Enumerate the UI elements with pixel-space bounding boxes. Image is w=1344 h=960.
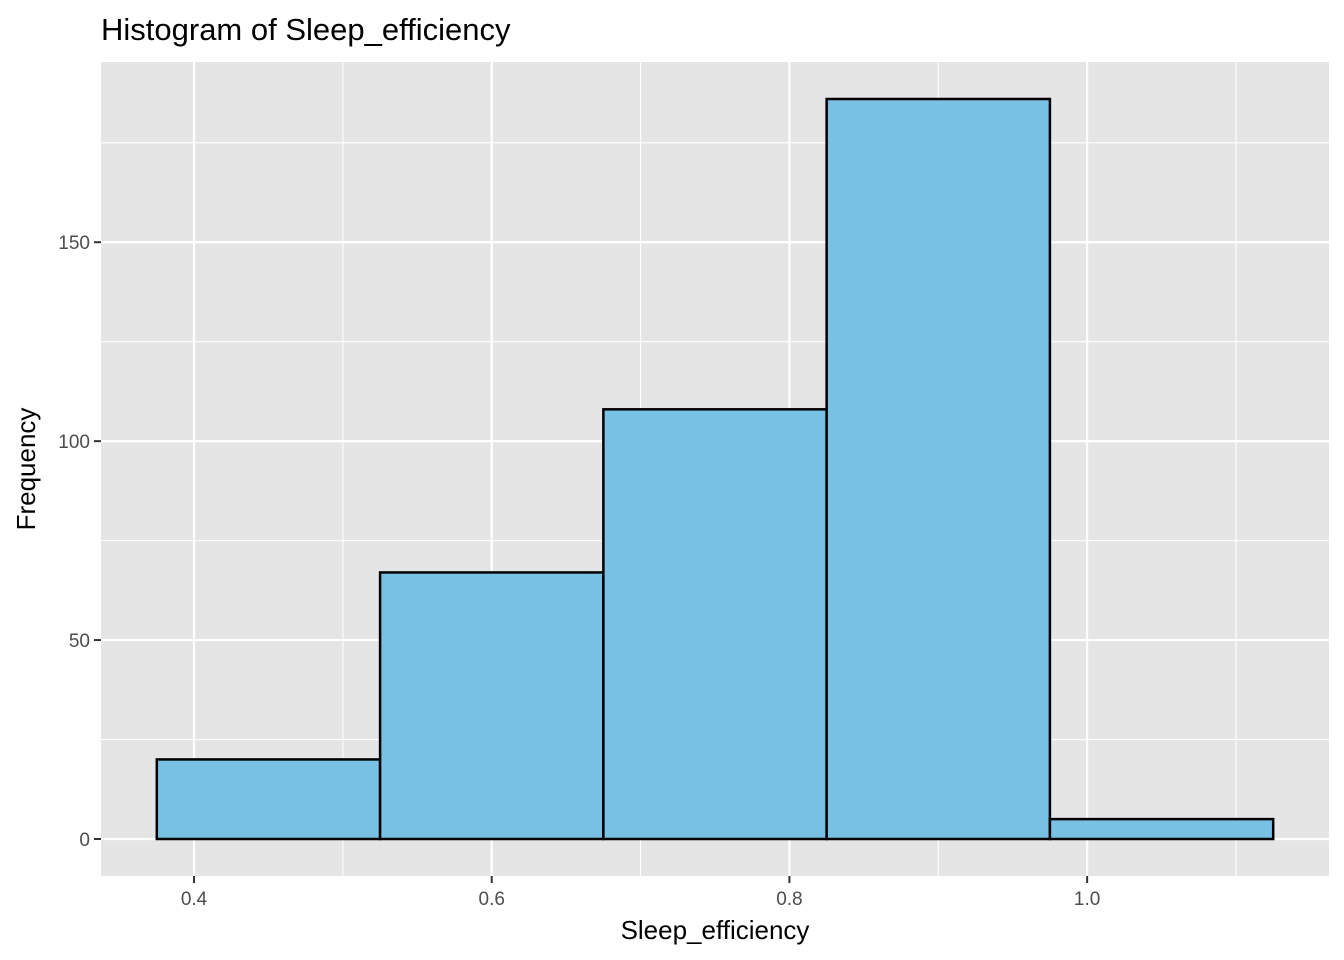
- histogram-bar-1: [155, 758, 382, 841]
- y-tick-label: 0: [79, 830, 90, 851]
- x-axis: 0.4 0.6 0.8 1.0: [181, 876, 1100, 910]
- y-axis-title: Frequency: [11, 408, 41, 531]
- y-axis: 0 50 100 150: [58, 233, 101, 851]
- x-tick-label: 0.6: [479, 889, 505, 910]
- y-tick-label: 50: [69, 631, 90, 652]
- histogram-bar-2: [378, 571, 605, 841]
- x-tick-label: 1.0: [1074, 889, 1100, 910]
- x-axis-title: Sleep_efficiency: [621, 915, 810, 945]
- x-tick-label: 0.8: [776, 889, 802, 910]
- histogram-bar-3: [602, 408, 828, 841]
- x-tick-label: 0.4: [181, 889, 208, 910]
- histogram-bars: [155, 97, 1275, 841]
- histogram-bar-4: [825, 97, 1052, 841]
- y-tick-label: 150: [58, 233, 90, 254]
- histogram-bar-5: [1048, 817, 1275, 841]
- y-tick-label: 100: [58, 432, 90, 453]
- chart-title: Histogram of Sleep_efficiency: [101, 12, 511, 47]
